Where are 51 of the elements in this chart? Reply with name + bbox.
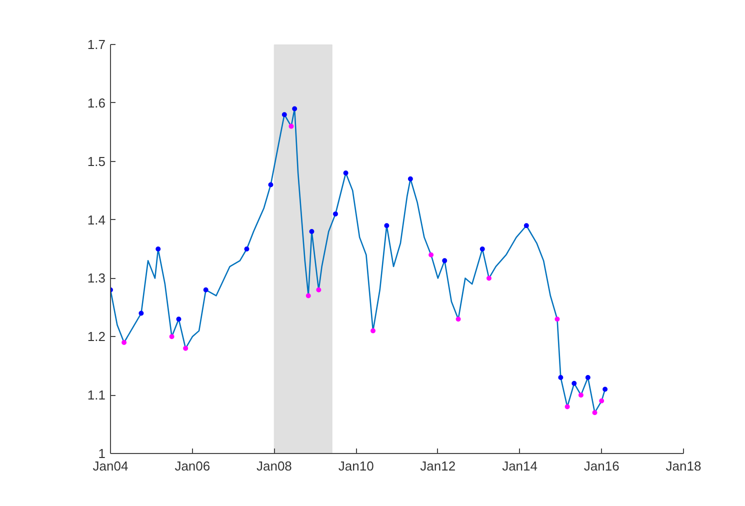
x-tick-label: Jan14 xyxy=(502,458,538,474)
y-tick-label: 1.6 xyxy=(87,95,106,110)
point xyxy=(268,182,274,188)
point xyxy=(332,211,338,216)
point xyxy=(554,316,560,322)
x-tick-label: Jan08 xyxy=(256,458,292,474)
x-tick-label: Jan12 xyxy=(420,458,456,474)
point xyxy=(370,328,376,334)
point xyxy=(306,293,311,298)
point xyxy=(585,375,590,380)
y-tick-label: 1 xyxy=(98,446,106,461)
point xyxy=(428,252,434,258)
point xyxy=(480,246,485,252)
point xyxy=(183,346,188,351)
point xyxy=(203,287,208,292)
point xyxy=(442,258,448,264)
point xyxy=(384,223,390,228)
point xyxy=(244,246,250,252)
y-tick-label: 1.5 xyxy=(87,154,106,169)
point xyxy=(578,392,584,398)
point xyxy=(343,170,348,176)
point xyxy=(602,386,608,392)
y-tick-label: 1.4 xyxy=(87,212,106,228)
x-tick-label: Jan10 xyxy=(338,458,374,474)
point xyxy=(592,410,598,416)
point xyxy=(599,398,604,404)
point xyxy=(176,316,182,322)
point xyxy=(288,124,294,129)
x-tick-label: Jan18 xyxy=(666,458,702,474)
point xyxy=(456,316,461,322)
point xyxy=(564,404,570,410)
point xyxy=(282,112,287,118)
point xyxy=(138,310,144,316)
point xyxy=(524,223,529,228)
y-tick-label: 1.7 xyxy=(87,37,106,52)
point xyxy=(558,375,564,380)
x-tick-label: Jan06 xyxy=(174,458,210,474)
x-tick-label: Jan04 xyxy=(92,458,128,474)
point xyxy=(486,276,492,281)
point xyxy=(292,106,298,112)
point xyxy=(156,246,161,252)
point xyxy=(408,176,413,182)
point xyxy=(169,334,174,340)
point xyxy=(122,340,127,345)
x-tick-label: Jan16 xyxy=(584,458,620,474)
y-tick-label: 1.3 xyxy=(87,270,106,286)
y-tick-label: 1.1 xyxy=(87,388,106,403)
point xyxy=(572,380,577,386)
point xyxy=(316,287,322,292)
y-tick-label: 1.2 xyxy=(87,329,106,344)
point xyxy=(309,228,314,234)
